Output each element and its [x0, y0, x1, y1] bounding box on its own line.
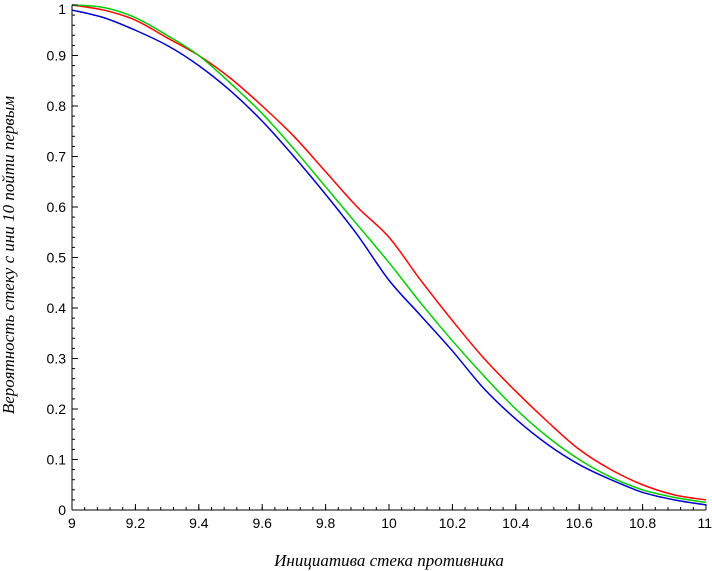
x-tick-label: 10.8: [629, 515, 656, 531]
y-tick-label: 0.3: [47, 351, 67, 367]
x-tick-label: 9.2: [126, 515, 146, 531]
x-tick-label: 10: [381, 515, 397, 531]
y-axis-title: Вероятность стеку с ини 10 пойти первым: [0, 96, 18, 414]
x-axis-title: Инициатива стека противника: [273, 551, 504, 570]
y-tick-label: 0.4: [47, 300, 67, 316]
x-tick-label: 9: [68, 515, 76, 531]
y-tick-label: 1: [58, 1, 66, 17]
x-tick-label: 10.2: [439, 515, 466, 531]
x-tick-label: 9.8: [316, 515, 336, 531]
x-tick-label: 9.4: [189, 515, 209, 531]
x-tick-label: 10.4: [502, 515, 529, 531]
y-tick-label: 0.8: [47, 98, 67, 114]
y-tick-label: 0.7: [47, 149, 67, 165]
y-tick-label: 0.6: [47, 199, 67, 215]
x-tick-label: 9.6: [252, 515, 272, 531]
x-tick-label: 10.6: [566, 515, 593, 531]
y-axis-ticks: 0 0.1 0.2 0.3 0.4 0.5 0.6 0.7 0.8 0.9 1: [47, 1, 78, 518]
series-line-1: [71, 4, 707, 501]
x-axis-ticks: 9 9.2 9.4 9.6 9.8 10 10.2 10.4 10.6 10.8 11: [68, 504, 712, 531]
y-tick-label: 0.5: [47, 250, 67, 266]
series-line-2: [71, 4, 707, 504]
x-tick-label: 11: [697, 515, 712, 531]
y-tick-label: 0.2: [47, 401, 67, 417]
y-tick-label: 0.1: [47, 452, 67, 468]
series-layer: [71, 4, 707, 506]
series-line-3: [71, 9, 707, 506]
y-tick-label: 0: [58, 502, 66, 518]
y-tick-label: 0.9: [47, 48, 67, 64]
